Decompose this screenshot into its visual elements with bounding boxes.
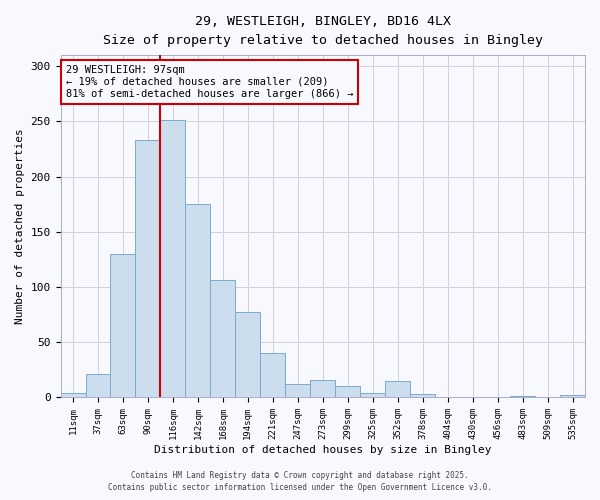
Title: 29, WESTLEIGH, BINGLEY, BD16 4LX
Size of property relative to detached houses in: 29, WESTLEIGH, BINGLEY, BD16 4LX Size of… (103, 15, 543, 47)
Bar (61, 393, 86, 398)
X-axis label: Distribution of detached houses by size in Bingley: Distribution of detached houses by size … (154, 445, 491, 455)
Bar (385, 381, 410, 398)
Bar (335, 386, 360, 398)
Bar (235, 312, 260, 398)
Bar (110, 254, 136, 398)
Text: Contains HM Land Registry data © Crown copyright and database right 2025.
Contai: Contains HM Land Registry data © Crown c… (108, 471, 492, 492)
Bar (510, 396, 535, 398)
Bar (560, 396, 585, 398)
Bar (160, 120, 185, 398)
Bar (136, 140, 160, 398)
Bar (360, 393, 385, 398)
Y-axis label: Number of detached properties: Number of detached properties (15, 128, 25, 324)
Bar (185, 204, 211, 398)
Bar (310, 380, 335, 398)
Bar (86, 374, 110, 398)
Text: 29 WESTLEIGH: 97sqm
← 19% of detached houses are smaller (209)
81% of semi-detac: 29 WESTLEIGH: 97sqm ← 19% of detached ho… (66, 66, 353, 98)
Bar (410, 394, 435, 398)
Bar (260, 354, 286, 398)
Bar (286, 384, 310, 398)
Bar (211, 280, 235, 398)
